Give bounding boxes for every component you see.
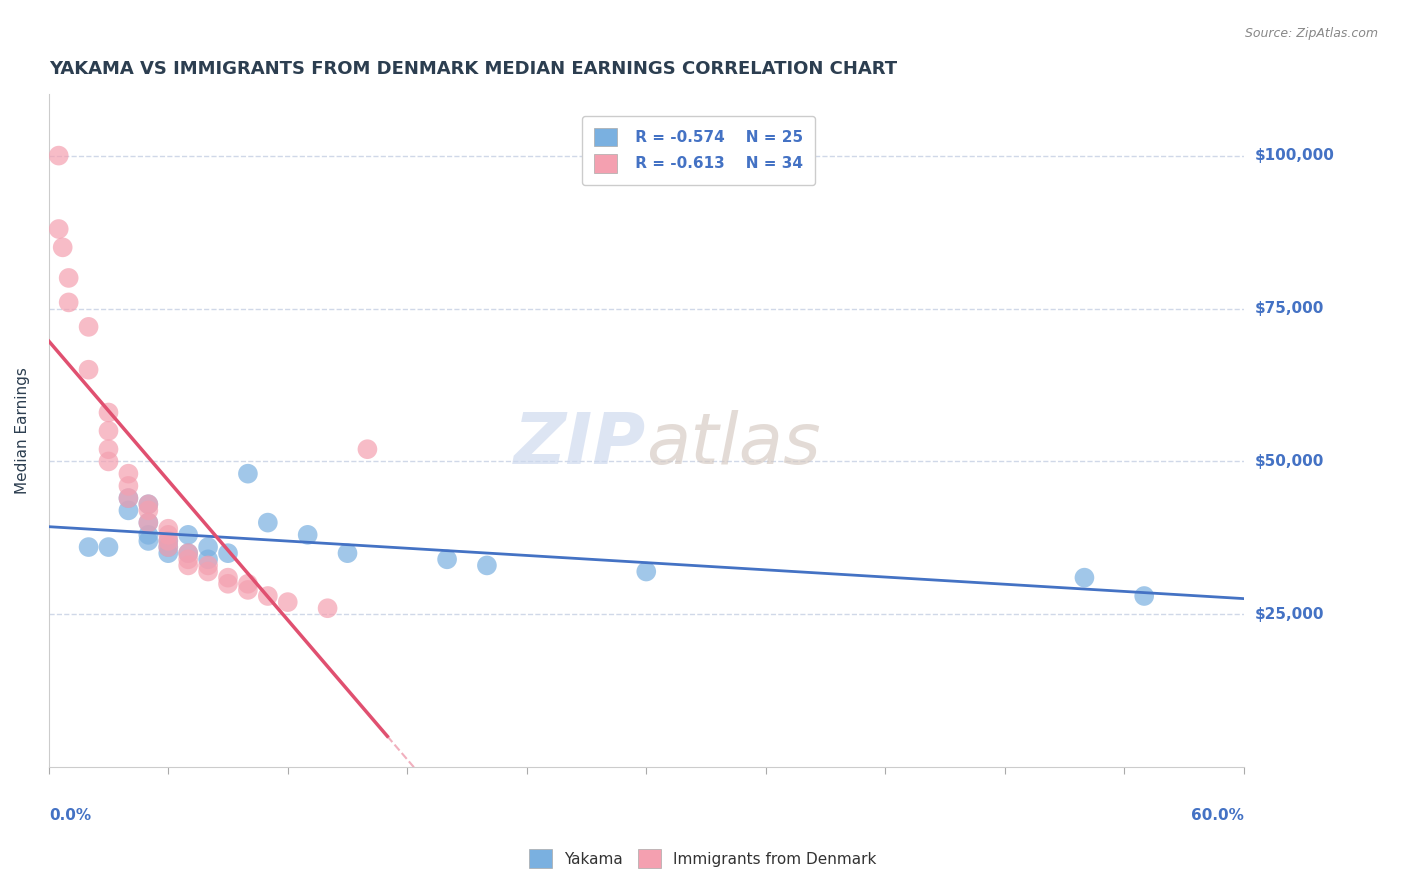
Point xyxy=(177,552,200,566)
Point xyxy=(157,540,180,554)
Text: $25,000: $25,000 xyxy=(1256,607,1324,622)
Point xyxy=(77,319,100,334)
Point xyxy=(157,540,180,554)
Point xyxy=(138,533,160,548)
Point xyxy=(157,522,180,536)
Point xyxy=(197,552,219,566)
Point xyxy=(256,516,278,530)
Text: 0.0%: 0.0% xyxy=(49,807,91,822)
Point xyxy=(157,533,180,548)
Point xyxy=(636,565,658,579)
Point xyxy=(138,528,160,542)
Text: Source: ZipAtlas.com: Source: ZipAtlas.com xyxy=(1244,27,1378,40)
Point xyxy=(1073,571,1095,585)
Point xyxy=(217,576,239,591)
Point xyxy=(236,467,259,481)
Point xyxy=(48,222,70,236)
Point xyxy=(97,442,120,457)
Point xyxy=(297,528,319,542)
Point xyxy=(138,503,160,517)
Text: atlas: atlas xyxy=(647,409,821,479)
Point xyxy=(1133,589,1156,603)
Point xyxy=(97,424,120,438)
Point xyxy=(177,546,200,560)
Point xyxy=(97,540,120,554)
Point xyxy=(197,558,219,573)
Point xyxy=(138,516,160,530)
Point xyxy=(336,546,359,560)
Point xyxy=(48,148,70,162)
Point xyxy=(177,546,200,560)
Point xyxy=(177,528,200,542)
Point xyxy=(236,576,259,591)
Point xyxy=(58,295,80,310)
Text: YAKAMA VS IMMIGRANTS FROM DENMARK MEDIAN EARNINGS CORRELATION CHART: YAKAMA VS IMMIGRANTS FROM DENMARK MEDIAN… xyxy=(49,60,897,78)
Point xyxy=(197,540,219,554)
Text: 60.0%: 60.0% xyxy=(1191,807,1244,822)
Text: $100,000: $100,000 xyxy=(1256,148,1334,163)
Point xyxy=(117,479,139,493)
Point xyxy=(138,497,160,511)
Point xyxy=(157,528,180,542)
Point xyxy=(177,558,200,573)
Point xyxy=(77,540,100,554)
Text: $50,000: $50,000 xyxy=(1256,454,1324,469)
Text: $75,000: $75,000 xyxy=(1256,301,1324,316)
Legend: Yakama, Immigrants from Denmark: Yakama, Immigrants from Denmark xyxy=(522,841,884,875)
Point xyxy=(256,589,278,603)
Point xyxy=(475,558,498,573)
Point xyxy=(356,442,378,457)
Point xyxy=(97,454,120,468)
Point xyxy=(217,546,239,560)
Point xyxy=(436,552,458,566)
Point xyxy=(277,595,299,609)
Point xyxy=(138,516,160,530)
Point xyxy=(157,546,180,560)
Legend:  R = -0.574    N = 25,  R = -0.613    N = 34: R = -0.574 N = 25, R = -0.613 N = 34 xyxy=(582,116,815,185)
Point xyxy=(117,491,139,505)
Text: ZIP: ZIP xyxy=(515,409,647,479)
Point xyxy=(97,405,120,419)
Point xyxy=(236,582,259,597)
Point xyxy=(217,571,239,585)
Point xyxy=(117,503,139,517)
Y-axis label: Median Earnings: Median Earnings xyxy=(15,368,30,494)
Point xyxy=(197,565,219,579)
Point xyxy=(157,533,180,548)
Point xyxy=(117,467,139,481)
Point xyxy=(77,362,100,376)
Point xyxy=(138,497,160,511)
Point xyxy=(316,601,339,615)
Point xyxy=(117,491,139,505)
Point xyxy=(58,271,80,285)
Point xyxy=(52,240,75,254)
